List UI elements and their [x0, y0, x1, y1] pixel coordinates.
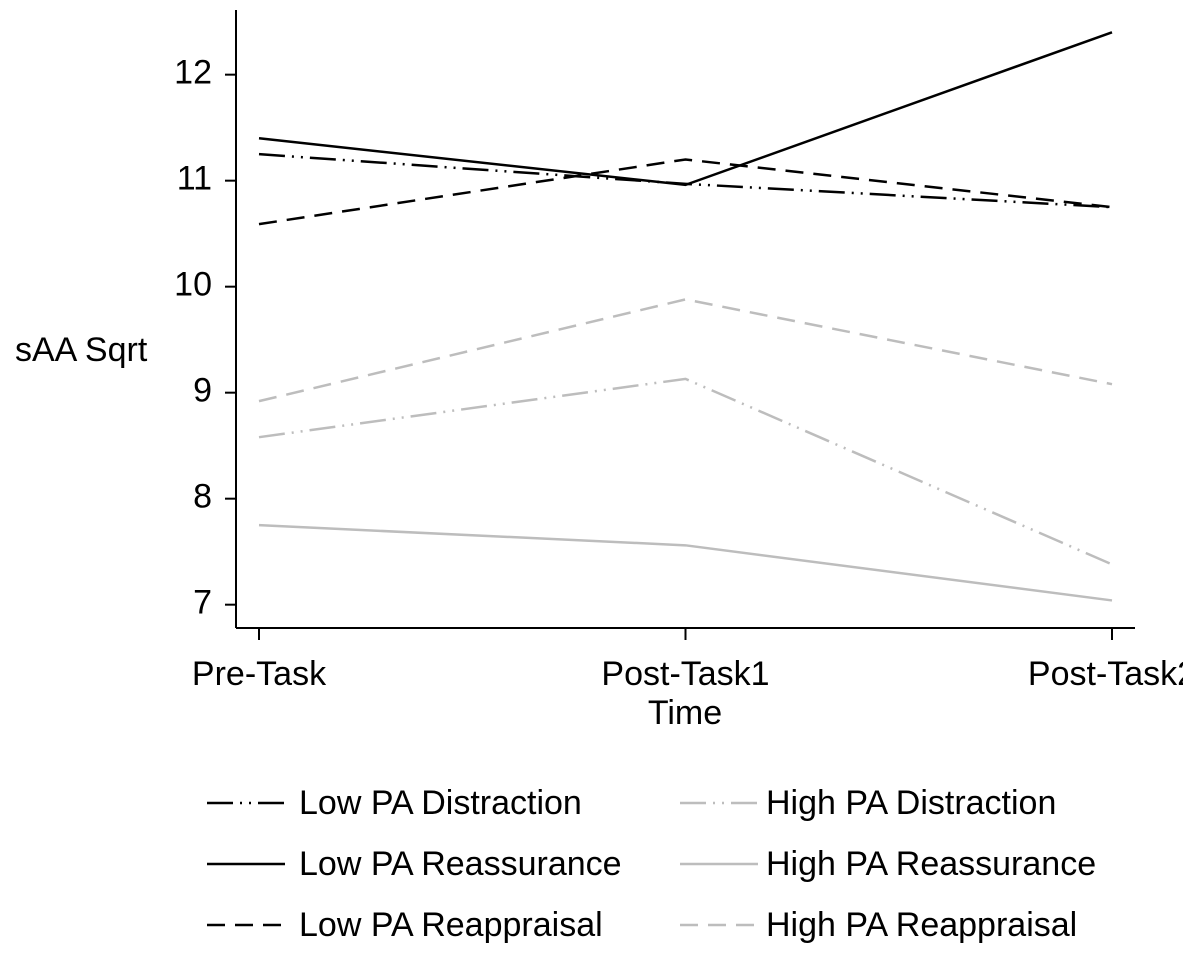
y-tick-label: 8	[193, 478, 212, 516]
x-tick-label: Pre-Task	[192, 655, 327, 693]
series-line	[258, 158, 1113, 226]
y-axis-label: sAA Sqrt	[15, 331, 148, 369]
y-tick-label: 9	[193, 372, 212, 410]
legend-label: Low PA Distraction	[299, 784, 582, 822]
y-tick-label: 12	[174, 54, 212, 92]
y-tick-label: 10	[174, 266, 212, 304]
legend-label: Low PA Reappraisal	[299, 906, 603, 944]
series-line	[258, 298, 1113, 403]
y-tick-label: 11	[177, 160, 212, 198]
legend-label: High PA Reassurance	[766, 845, 1096, 883]
x-tick-label: Post-Task2	[1028, 655, 1183, 693]
series-line	[258, 31, 1113, 187]
y-tick-label: 7	[193, 584, 212, 622]
x-tick-label: Post-Task1	[601, 655, 769, 693]
series-line	[258, 523, 1113, 602]
legend-label: Low PA Reassurance	[299, 845, 622, 883]
legend-label: High PA Distraction	[766, 784, 1056, 822]
legend-label: High PA Reappraisal	[766, 906, 1077, 944]
series-line	[258, 152, 1113, 209]
x-axis-label: Time	[648, 694, 722, 732]
series-line	[258, 377, 1113, 566]
